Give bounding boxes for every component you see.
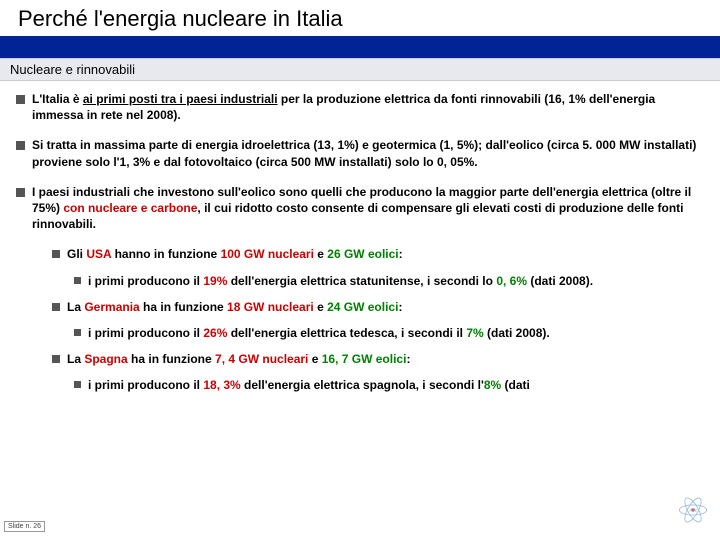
- slide-body: L'Italia è ai primi posti tra i paesi in…: [0, 81, 720, 393]
- svg-text:AIN: AIN: [689, 508, 696, 513]
- bullet-1: L'Italia è ai primi posti tra i paesi in…: [16, 91, 704, 123]
- bullet-usa: Gli USA hanno in funzione 100 GW nuclear…: [52, 246, 704, 262]
- bullet-icon: [16, 141, 25, 150]
- bullet-germany-detail: i primi producono il 26% dell'energia el…: [74, 325, 704, 341]
- bullet-icon: [74, 381, 81, 388]
- slide-subtitle: Nucleare e rinnovabili: [0, 58, 720, 81]
- title-underline: [0, 36, 720, 58]
- ain-logo-icon: AIN: [676, 496, 710, 524]
- slide-title: Perché l'energia nucleare in Italia: [0, 0, 720, 36]
- bullet-spain: La Spagna ha in funzione 7, 4 GW nuclear…: [52, 351, 704, 367]
- bullet-usa-detail: i primi producono il 19% dell'energia el…: [74, 273, 704, 289]
- bullet-2: Si tratta in massima parte di energia id…: [16, 137, 704, 169]
- bullet-icon: [74, 277, 81, 284]
- bullet-spain-detail: i primi producono il 18, 3% dell'energia…: [74, 377, 704, 393]
- bullet-icon: [16, 95, 25, 104]
- bullet-germany: La Germania ha in funzione 18 GW nuclear…: [52, 299, 704, 315]
- bullet-icon: [52, 250, 60, 258]
- bullet-icon: [74, 329, 81, 336]
- slide-number: Slide n. 26: [4, 521, 45, 532]
- bullet-icon: [16, 188, 25, 197]
- bullet-3: I paesi industriali che investono sull'e…: [16, 184, 704, 233]
- bullet-icon: [52, 303, 60, 311]
- bullet-icon: [52, 355, 60, 363]
